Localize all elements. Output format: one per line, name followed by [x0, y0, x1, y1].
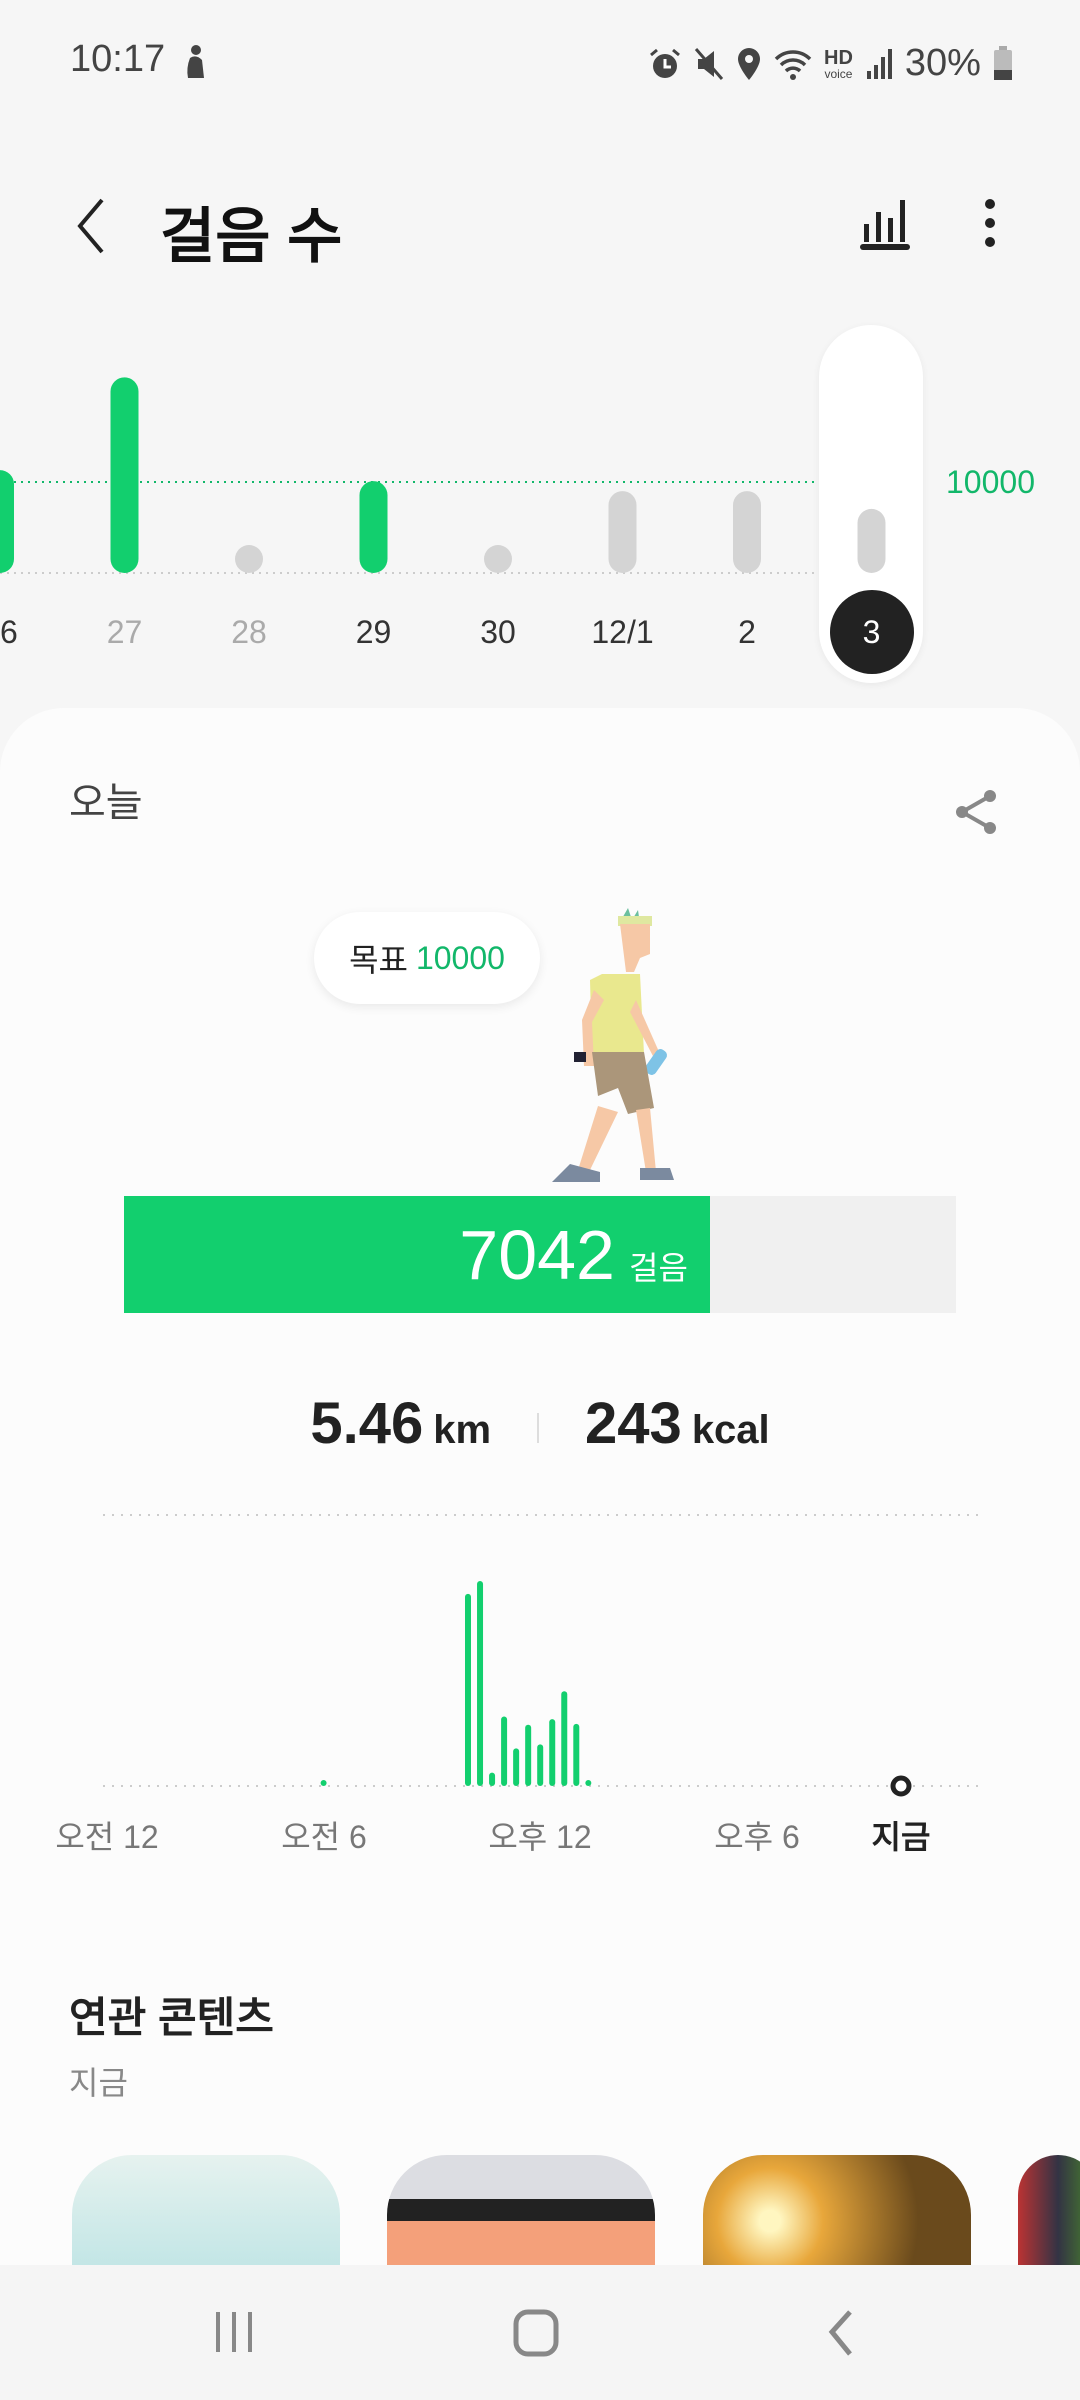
goal-axis-label: 10000: [946, 464, 1035, 500]
hourly-bar-13:00: [573, 1723, 580, 1786]
calories-value: 243: [585, 1391, 682, 1456]
now-marker: [890, 1775, 912, 1797]
home-button[interactable]: [512, 2308, 562, 2358]
today-card: [0, 708, 1080, 2328]
notification-figure-icon: [187, 45, 204, 78]
hourly-bar-10:00: [465, 1593, 471, 1786]
hourly-bar-10:40: [489, 1772, 496, 1786]
hourly-bar-6:00: [320, 1780, 327, 1786]
weekly-label-28[interactable]: 28: [231, 614, 267, 650]
weekly-bar-12/1: [608, 491, 637, 573]
hourly-tick-label: 오전 12: [55, 1819, 159, 1855]
hourly-bar-12:00: [537, 1744, 544, 1786]
stats-row: 5.46 km 243 kcal: [0, 1390, 1080, 1457]
weekly-bar-28: [235, 545, 263, 573]
navigation-bar: [0, 2265, 1080, 2400]
hourly-tick-label: 오후 6: [714, 1819, 800, 1855]
weekly-bar-3: [857, 508, 886, 573]
hourly-bar-10:20: [477, 1581, 484, 1786]
weekly-label-29[interactable]: 29: [355, 614, 392, 650]
weekly-label-2[interactable]: 2: [738, 614, 756, 650]
weekly-label-3[interactable]: 3: [829, 590, 914, 674]
stats-divider: [537, 1413, 540, 1443]
related-title: 연관 콘텐츠: [69, 1994, 274, 2041]
related-item-3[interactable]: [703, 2155, 971, 2265]
more-options-button[interactable]: [980, 196, 1000, 250]
status-time: 10:17: [70, 38, 166, 80]
battery-icon: [993, 45, 1012, 80]
steps-count: 7042: [459, 1215, 615, 1294]
hourly-steps-chart: [103, 1514, 978, 1797]
related-item-2[interactable]: [387, 2155, 655, 2265]
hourly-bar-11:20: [513, 1748, 520, 1786]
hourly-tick-label: 오전 6: [281, 1819, 367, 1855]
hourly-tick-label: 지금: [871, 1819, 931, 1855]
weekly-label-12/1[interactable]: 12/1: [591, 614, 654, 650]
hourly-tick-label: 오후 12: [488, 1819, 592, 1855]
distance-value: 5.46: [310, 1391, 424, 1456]
share-button[interactable]: [950, 786, 1002, 838]
bar-chart-button[interactable]: [858, 198, 914, 250]
goal-value: 10000: [415, 939, 505, 976]
weekly-label-27[interactable]: 27: [106, 614, 143, 650]
weekly-steps-chart: [0, 377, 886, 574]
related-subtitle: 지금: [69, 2065, 128, 2101]
mute-icon: [694, 47, 724, 80]
related-item-4[interactable]: [1018, 2155, 1080, 2265]
hourly-bar-12:20: [549, 1719, 556, 1786]
weekly-bar-30: [484, 545, 512, 573]
back-button[interactable]: [70, 196, 110, 256]
goal-prefix: 목표: [349, 942, 408, 978]
hourly-bar-11:00: [501, 1716, 508, 1786]
steps-progress-bar: 7042 걸음: [124, 1196, 956, 1313]
page-title: 걸음 수: [160, 203, 343, 270]
calories-unit: kcal: [691, 1408, 770, 1452]
weekly-bar-2: [733, 491, 761, 573]
related-item-1[interactable]: [72, 2155, 340, 2265]
alarm-icon: [650, 48, 680, 78]
walker-illustration: [552, 908, 674, 1182]
recents-button[interactable]: [212, 2308, 258, 2356]
voice-label: voice: [824, 66, 853, 81]
hd-label: HD: [824, 46, 853, 69]
steps-unit: 걸음: [629, 1249, 688, 1286]
system-back-button[interactable]: [822, 2308, 858, 2358]
location-icon: [738, 47, 760, 80]
weekly-label-30[interactable]: 30: [480, 614, 516, 650]
hourly-bar-11:40: [525, 1724, 532, 1786]
hourly-bar-13:20: [585, 1780, 592, 1786]
hourly-bar-12:40: [561, 1691, 568, 1786]
today-label: 오늘: [69, 781, 143, 825]
goal-bubble: 목표 10000: [314, 912, 540, 1004]
weekly-bar-29: [359, 481, 388, 573]
signal-icon: [866, 48, 892, 79]
hd-voice-icon: HD voice: [824, 48, 853, 80]
battery-percent: 30%: [904, 42, 981, 84]
weekly-bar-27: [110, 377, 139, 573]
weekly-label-26[interactable]: 26: [0, 614, 18, 650]
distance-unit: km: [433, 1408, 492, 1452]
steps-progress-fill: 7042 걸음: [124, 1196, 710, 1313]
weekly-bar-26: [0, 470, 14, 573]
wifi-icon: [774, 49, 812, 80]
